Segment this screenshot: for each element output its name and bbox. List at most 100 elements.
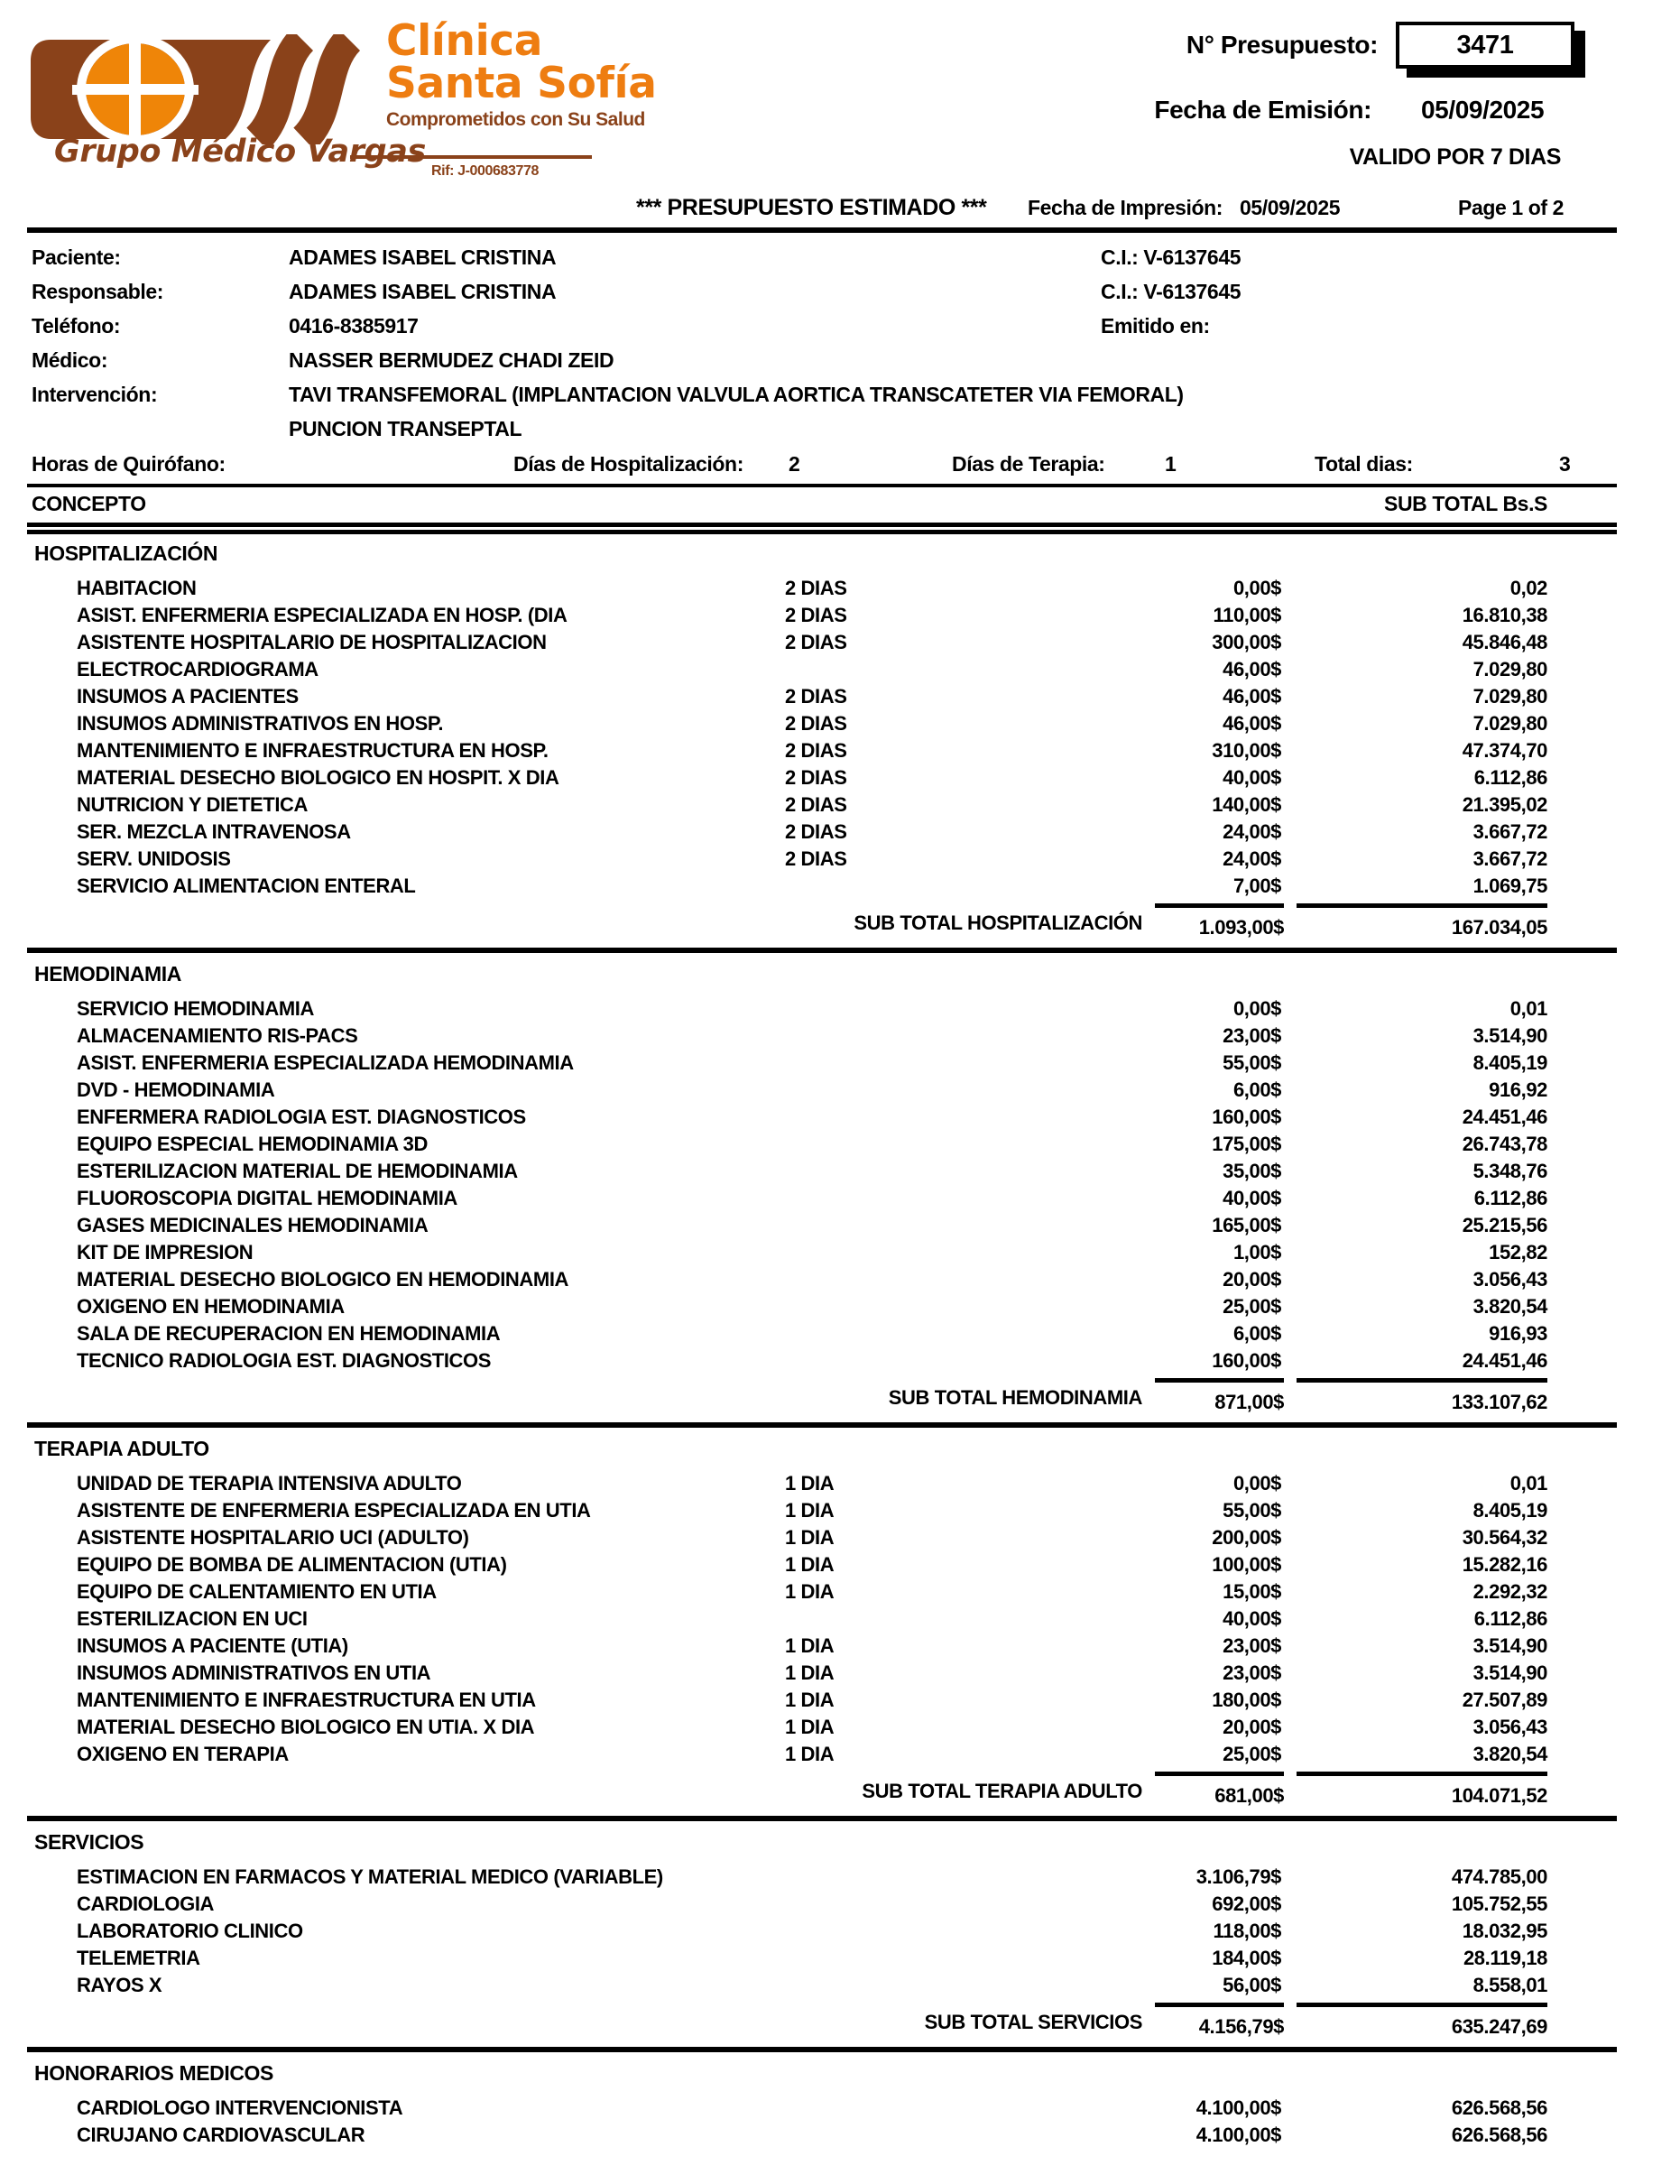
item-days: 1 DIA [785, 1743, 835, 1765]
item-concept: SERVICIO HEMODINAMIA [77, 997, 314, 1020]
table-row: ENFERMERA RADIOLOGIA EST. DIAGNOSTICOS 16… [0, 1104, 1680, 1131]
table-row: MATERIAL DESECHO BIOLOGICO EN HEMODINAMI… [0, 1266, 1680, 1293]
item-days [785, 1864, 920, 1891]
item-subtotal: 47.374,70 [1462, 739, 1548, 762]
patient-block: Paciente: ADAMES ISABEL CRISTINA C.I.: V… [0, 240, 1680, 446]
item-unit-price: 35,00$ [1223, 1160, 1281, 1182]
item-unit-price: 7,00$ [1232, 875, 1281, 897]
item-subtotal: 7.029,80 [1472, 685, 1548, 708]
item-days: 1 DIA [785, 1580, 835, 1603]
item-concept: SERVICIO ALIMENTACION ENTERAL [77, 875, 416, 897]
item-subtotal: 5.348,76 [1472, 1160, 1548, 1182]
item-days [785, 1266, 920, 1293]
section-subtotal-row: SUB TOTAL HOSPITALIZACIÓN 1.093,00$ 167.03… [0, 903, 1680, 939]
section-divider [27, 948, 1617, 953]
item-concept: MANTENIMIENTO E INFRAESTRUCTURA EN HOSP. [77, 739, 549, 762]
phone-label: Teléfono: [32, 314, 121, 338]
item-days [785, 2095, 920, 2122]
budget-number-label: N° Presupuesto: [1186, 31, 1379, 59]
doctor-name: NASSER BERMUDEZ CHADI ZEID [289, 348, 614, 372]
phone-row: Teléfono: 0416-8385917 Emitido en: [0, 309, 1680, 343]
table-row: SALA DE RECUPERACION EN HEMODINAMIA 6,00$… [0, 1320, 1680, 1347]
section-subtotal-price: 871,00$ [1155, 1378, 1284, 1414]
title-row: *** PRESUPUESTO ESTIMADO *** Fecha de Im… [0, 190, 1680, 226]
item-unit-price: 0,00$ [1232, 577, 1281, 599]
item-subtotal: 0,01 [1509, 1472, 1548, 1495]
section-divider [27, 2047, 1617, 2052]
item-unit-price: 20,00$ [1223, 1716, 1281, 1738]
item-subtotal: 28.119,18 [1463, 1947, 1547, 1969]
table-row: ELECTROCARDIOGRAMA 46,00$ 7.029,80 [0, 656, 1680, 683]
item-concept: ASIST. ENFERMERIA ESPECIALIZADA EN HOSP.… [77, 604, 568, 626]
item-subtotal: 8.405,19 [1472, 1051, 1548, 1074]
item-unit-price: 160,00$ [1212, 1106, 1281, 1128]
item-subtotal: 3.820,54 [1472, 1295, 1548, 1318]
item-days [785, 1131, 920, 1158]
table-header-rule [27, 523, 1617, 534]
item-unit-price: 310,00$ [1212, 739, 1281, 762]
table-row: HABITACION 2 DIAS 0,00$ 0,02 [0, 575, 1680, 602]
item-days [785, 1293, 920, 1320]
patient-row: Paciente: ADAMES ISABEL CRISTINA C.I.: V… [0, 240, 1680, 274]
item-subtotal: 27.507,89 [1462, 1689, 1548, 1711]
item-days: 2 DIAS [785, 631, 847, 653]
table-row: EQUIPO DE BOMBA DE ALIMENTACION (UTIA) 1 … [0, 1551, 1680, 1578]
item-days [785, 1185, 920, 1212]
item-unit-price: 692,00$ [1212, 1892, 1281, 1915]
item-unit-price: 4.100,00$ [1195, 2124, 1282, 2146]
document-header: Clínica Santa Sofía Comprometidos con Su… [0, 0, 1680, 190]
responsible-id: C.I.: V-6137645 [1101, 280, 1242, 303]
or-hours-label: Horas de Quirófano: [32, 452, 226, 476]
item-subtotal: 474.785,00 [1451, 1865, 1548, 1888]
item-concept: CARDIOLOGIA [77, 1892, 215, 1915]
item-days: 2 DIAS [785, 685, 847, 708]
item-subtotal: 16.810,38 [1462, 604, 1548, 626]
item-unit-price: 25,00$ [1223, 1295, 1281, 1318]
item-unit-price: 24,00$ [1223, 820, 1281, 843]
item-days [785, 873, 920, 900]
item-concept: TELEMETRIA [77, 1947, 200, 1969]
item-subtotal: 916,93 [1489, 1322, 1547, 1345]
item-concept: GASES MEDICINALES HEMODINAMIA [77, 1214, 429, 1236]
doctor-label: Médico: [32, 348, 108, 372]
item-concept: RAYOS X [77, 1974, 162, 1996]
item-concept: LABORATORIO CLINICO [77, 1920, 303, 1942]
section-subtotal-row: SUB TOTAL HEMODINAMIA 871,00$ 133.107,62 [0, 1378, 1680, 1414]
item-days: 1 DIA [785, 1553, 835, 1576]
item-concept: ESTERILIZACION EN UCI [77, 1607, 308, 1630]
item-days [785, 1023, 920, 1050]
section-subtotal-amount: 104.071,52 [1297, 1772, 1547, 1808]
item-concept: ESTIMACION EN FARMACOS Y MATERIAL MEDICO… [77, 1865, 663, 1888]
item-days: 2 DIAS [785, 577, 847, 599]
item-subtotal: 3.514,90 [1472, 1661, 1548, 1684]
item-concept: ELECTROCARDIOGRAMA [77, 658, 318, 680]
table-row: SERVICIO ALIMENTACION ENTERAL 7,00$ 1.069,… [0, 873, 1680, 900]
item-subtotal: 3.056,43 [1472, 1268, 1548, 1291]
item-days: 2 DIAS [785, 820, 847, 843]
section-subtotal-amount: 167.034,05 [1297, 903, 1547, 939]
item-unit-price: 175,00$ [1212, 1133, 1281, 1155]
item-unit-price: 46,00$ [1223, 658, 1281, 680]
table-row: EQUIPO ESPECIAL HEMODINAMIA 3D 175,00$ 26.… [0, 1131, 1680, 1158]
table-row: ASIST. ENFERMERIA ESPECIALIZADA EN HOSP.… [0, 602, 1680, 629]
table-row: UNIDAD DE TERAPIA INTENSIVA ADULTO 1 DIA 0… [0, 1470, 1680, 1497]
hospitalization-days-value: 2 [789, 452, 800, 476]
section-subtotal-label: SUB TOTAL HOSPITALIZACIÓN [854, 912, 1142, 934]
item-subtotal: 15.282,16 [1462, 1553, 1548, 1576]
intervention-line2: PUNCION TRANSEPTAL [289, 417, 522, 440]
print-date-label: Fecha de Impresión: [1028, 196, 1223, 219]
item-concept: ASISTENTE DE ENFERMERIA ESPECIALIZADA EN… [77, 1499, 591, 1522]
item-days: 2 DIAS [785, 604, 847, 626]
item-subtotal: 21.395,02 [1462, 793, 1548, 816]
item-unit-price: 23,00$ [1223, 1024, 1281, 1047]
item-unit-price: 46,00$ [1223, 685, 1281, 708]
item-unit-price: 46,00$ [1223, 712, 1281, 735]
section-subtotal-amount: 635.247,69 [1297, 2003, 1547, 2039]
item-unit-price: 56,00$ [1223, 1974, 1281, 1996]
item-subtotal: 8.405,19 [1472, 1499, 1548, 1522]
item-days [785, 1050, 920, 1077]
item-concept: MATERIAL DESECHO BIOLOGICO EN UTIA. X DI… [77, 1716, 535, 1738]
item-unit-price: 300,00$ [1212, 631, 1281, 653]
item-days [785, 1104, 920, 1131]
subtotal-column-header: SUB TOTAL Bs.S [1384, 492, 1547, 515]
